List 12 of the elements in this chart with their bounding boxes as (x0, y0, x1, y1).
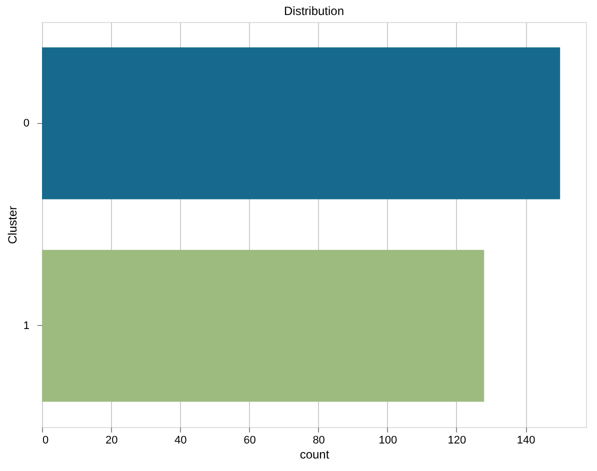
x-tick-label: 40 (174, 434, 187, 446)
x-tick-label: 80 (312, 434, 325, 446)
x-axis-title: count (300, 448, 330, 462)
y-axis-title: Cluster (5, 206, 20, 244)
x-tick-label: 0 (42, 434, 49, 446)
y-tick-label: 1 (23, 320, 30, 332)
x-tick-label: 20 (105, 434, 118, 446)
x-tick-label: 120 (448, 434, 466, 446)
x-tick-label: 60 (244, 434, 256, 446)
chart-title: Distribution (284, 4, 344, 18)
x-tick-label: 100 (378, 434, 398, 446)
x-tick-label: 140 (516, 434, 536, 446)
